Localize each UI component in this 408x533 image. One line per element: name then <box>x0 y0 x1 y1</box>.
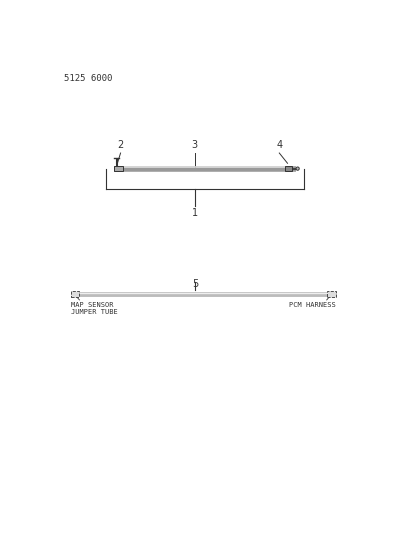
Text: MAP SENSOR
JUMPER TUBE: MAP SENSOR JUMPER TUBE <box>71 302 118 316</box>
Text: 5: 5 <box>192 279 198 289</box>
Text: 1: 1 <box>192 208 198 219</box>
Text: 2: 2 <box>118 140 124 150</box>
Text: PCM HARNESS: PCM HARNESS <box>289 302 335 308</box>
Bar <box>113 166 123 172</box>
Text: 4: 4 <box>276 140 282 150</box>
Bar <box>327 290 336 297</box>
Bar <box>71 290 80 297</box>
Bar <box>285 166 292 172</box>
Text: 5125 6000: 5125 6000 <box>64 74 112 83</box>
Ellipse shape <box>296 167 299 170</box>
Text: 3: 3 <box>192 140 198 150</box>
